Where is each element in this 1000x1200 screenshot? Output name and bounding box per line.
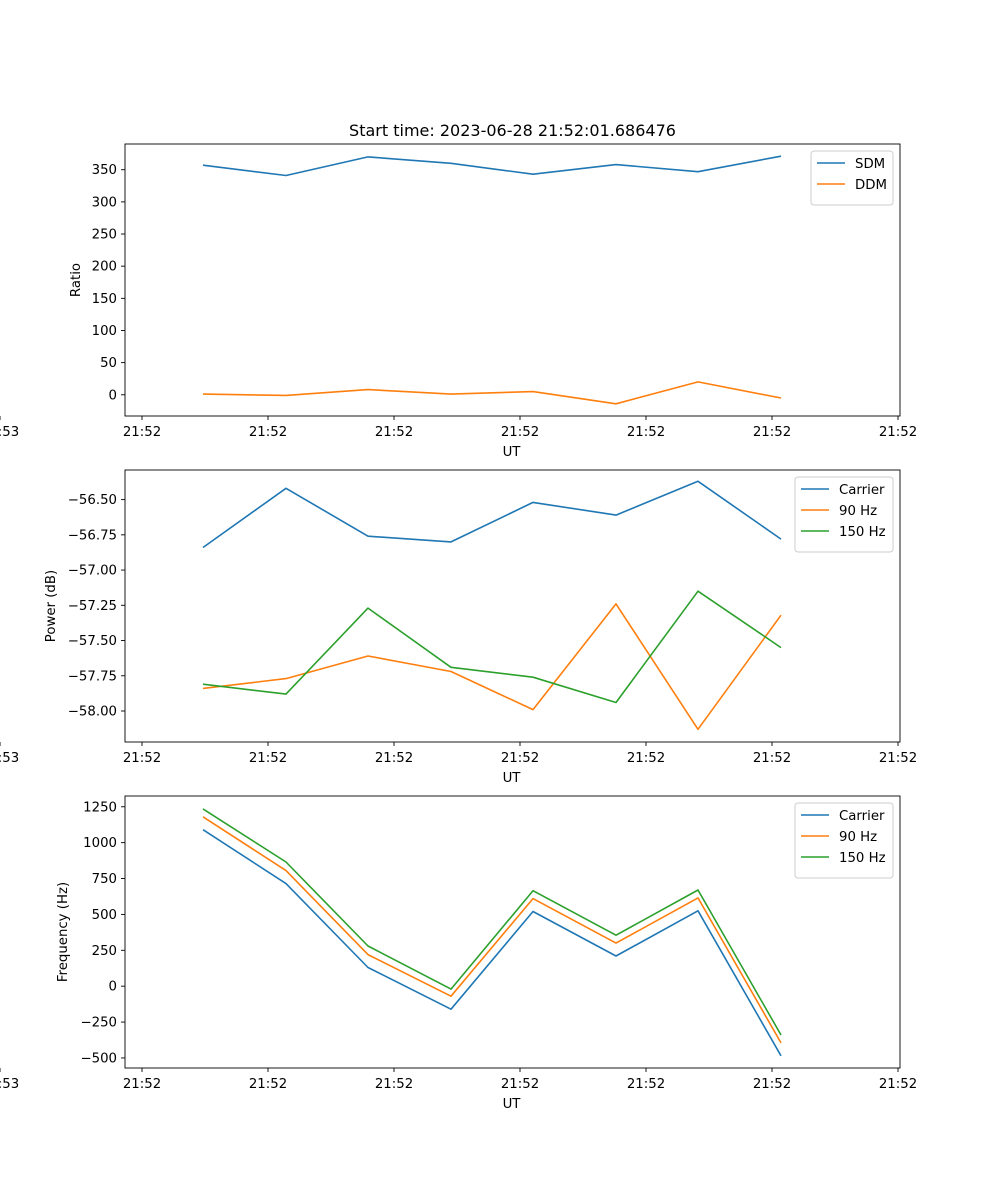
series-line-90-hz bbox=[202, 816, 782, 1044]
series-line-carrier bbox=[202, 480, 782, 549]
series-line-sdm bbox=[202, 155, 782, 177]
x-tick-label: 21:53 bbox=[0, 1077, 19, 1092]
x-tick-label: 21:52 bbox=[375, 1077, 413, 1092]
y-tick-label: −58.00 bbox=[68, 704, 117, 719]
series-line-150-hz bbox=[202, 808, 782, 1036]
legend: Carrier 90 Hz 150 Hz bbox=[794, 476, 894, 553]
x-tick-label: 21:52 bbox=[501, 425, 539, 440]
y-tick-label: −56.75 bbox=[68, 528, 117, 543]
x-tick-label: 21:52 bbox=[249, 751, 287, 766]
legend-box bbox=[794, 802, 894, 879]
x-axis-label: UT bbox=[503, 445, 522, 460]
x-tick-label: 21:52 bbox=[879, 1077, 917, 1092]
y-tick-label: 0 bbox=[109, 388, 117, 403]
y-tick-label: 500 bbox=[92, 908, 117, 923]
y-axis-label: Ratio bbox=[69, 263, 84, 297]
legend-label: Carrier bbox=[839, 483, 885, 498]
y-tick-label: −56.50 bbox=[68, 493, 117, 508]
chart-panel-1: Start time: 2023-06-28 21:52:01.686476 21… bbox=[0, 121, 917, 460]
y-tick-label: 350 bbox=[92, 163, 117, 178]
y-tick-label: −57.00 bbox=[68, 564, 117, 579]
x-tick-label: 21:52 bbox=[627, 1077, 665, 1092]
y-tick-label: 1250 bbox=[83, 800, 117, 815]
x-tick-label: 21:53 bbox=[0, 751, 19, 766]
x-tick-label: 21:52 bbox=[501, 1077, 539, 1092]
chart-panel-2: 21:52 21:52 21:52 21:52 21:52 21:52 21:52 21:53… bbox=[0, 469, 917, 786]
charts-container: Start time: 2023-06-28 21:52:01.686476 21… bbox=[0, 121, 917, 1112]
series-line-ddm bbox=[202, 381, 782, 405]
legend-label: 150 Hz bbox=[839, 525, 886, 540]
x-tick-label: 21:52 bbox=[753, 425, 791, 440]
x-axis-label: UT bbox=[503, 1097, 522, 1112]
y-tick-label: 750 bbox=[92, 872, 117, 887]
y-tick-label: 0 bbox=[109, 980, 117, 995]
legend-box bbox=[794, 476, 894, 553]
x-tick-label: 21:52 bbox=[753, 751, 791, 766]
y-tick-label: −57.50 bbox=[68, 634, 117, 649]
y-tick-label: 300 bbox=[92, 195, 117, 210]
x-tick-label: 21:52 bbox=[627, 751, 665, 766]
x-tick-label: 21:52 bbox=[375, 751, 413, 766]
y-tick-label: −250 bbox=[80, 1016, 117, 1031]
y-axis-label: Power (dB) bbox=[44, 570, 59, 642]
legend: SDM DDM bbox=[810, 150, 894, 206]
y-tick-label: 50 bbox=[100, 356, 117, 371]
legend-label: DDM bbox=[855, 178, 887, 193]
y-tick-label: −57.25 bbox=[68, 599, 117, 614]
x-tick-label: 21:52 bbox=[249, 425, 287, 440]
x-tick-label: 21:52 bbox=[249, 1077, 287, 1092]
y-axis-label: Frequency (Hz) bbox=[56, 882, 71, 982]
y-tick-label: −500 bbox=[80, 1051, 117, 1066]
series-line-150-hz bbox=[202, 590, 782, 704]
y-tick-label: −57.75 bbox=[68, 669, 117, 684]
x-tick-label: 21:53 bbox=[0, 425, 19, 440]
plot-frame bbox=[124, 795, 901, 1069]
y-tick-label: 250 bbox=[92, 944, 117, 959]
x-tick-label: 21:52 bbox=[627, 425, 665, 440]
y-tick-label: 1000 bbox=[83, 836, 117, 851]
legend-label: 90 Hz bbox=[839, 504, 877, 519]
chart-title: Start time: 2023-06-28 21:52:01.686476 bbox=[349, 121, 676, 140]
legend-label: Carrier bbox=[839, 809, 885, 824]
plot-frame bbox=[124, 469, 901, 743]
plot-frame bbox=[124, 143, 901, 417]
x-tick-label: 21:52 bbox=[123, 1077, 161, 1092]
x-tick-label: 21:52 bbox=[123, 751, 161, 766]
y-tick-label: 150 bbox=[92, 292, 117, 307]
x-tick-label: 21:52 bbox=[123, 425, 161, 440]
series-line-90-hz bbox=[202, 603, 782, 731]
x-tick-label: 21:52 bbox=[375, 425, 413, 440]
x-tick-label: 21:52 bbox=[501, 751, 539, 766]
x-tick-label: 21:52 bbox=[753, 1077, 791, 1092]
x-tick-label: 21:52 bbox=[879, 751, 917, 766]
legend-label: SDM bbox=[855, 157, 885, 172]
legend: Carrier 90 Hz 150 Hz bbox=[794, 802, 894, 879]
legend-box bbox=[810, 150, 894, 206]
legend-label: 150 Hz bbox=[839, 851, 886, 866]
y-tick-label: 250 bbox=[92, 228, 117, 243]
y-tick-label: 100 bbox=[92, 324, 117, 339]
x-axis-label: UT bbox=[503, 771, 522, 786]
series-line-carrier bbox=[202, 829, 782, 1057]
y-tick-label: 200 bbox=[92, 260, 117, 275]
chart-panel-3: 21:52 21:52 21:52 21:52 21:52 21:52 21:52 21:53… bbox=[0, 795, 917, 1112]
x-tick-label: 21:52 bbox=[879, 425, 917, 440]
legend-label: 90 Hz bbox=[839, 830, 877, 845]
